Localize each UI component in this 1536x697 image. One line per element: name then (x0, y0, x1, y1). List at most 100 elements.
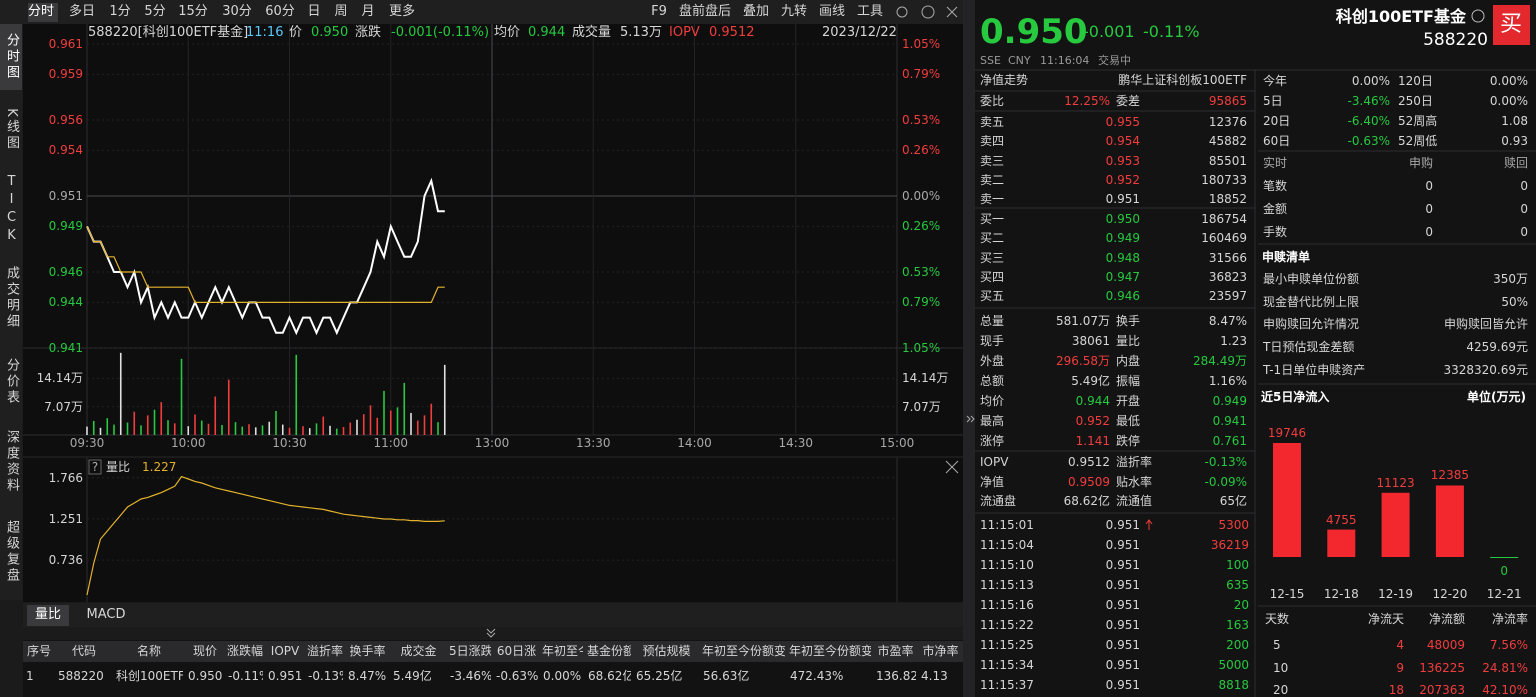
table-cell: 5.49亿 (393, 669, 432, 683)
perf-value: 0.00% (1489, 74, 1528, 88)
price-line (86, 177, 445, 336)
volume-bar (349, 422, 352, 435)
close-ratio-icon[interactable] (945, 460, 959, 474)
table-header[interactable]: 涨跌幅 (227, 644, 263, 658)
trade-volume: 100 (1226, 558, 1249, 572)
book-price: 0.946 (1105, 289, 1140, 304)
table-header[interactable]: 年初至今份额变 (702, 644, 785, 658)
sidebar-tab[interactable]: 超级复盘 (4, 520, 19, 584)
stat-value: 5.49亿 (1071, 374, 1110, 388)
volume-bar (187, 426, 190, 435)
volume-bar (423, 415, 426, 435)
volume-bar (430, 403, 433, 435)
settings-icon[interactable] (896, 6, 908, 18)
book-volume: 18852 (1208, 192, 1247, 207)
toolbar-tool[interactable]: 叠加 (742, 4, 770, 19)
close-icon[interactable] (946, 6, 958, 18)
table-header[interactable]: 年初至今份额变 (789, 644, 871, 658)
toolbar-tab[interactable]: 30分 (222, 4, 252, 19)
toolbar-tab[interactable]: 15分 (178, 4, 208, 19)
circle-icon[interactable] (921, 5, 935, 19)
flow-cell: 7.56% (1489, 638, 1528, 652)
toolbar-tab[interactable]: 月 (361, 4, 375, 19)
table-header[interactable]: 5日涨跌 (449, 644, 491, 658)
ratio-label: 量比 (106, 460, 131, 474)
buy-button[interactable]: 买 (1499, 12, 1523, 37)
toolbar-tool[interactable]: F9 (651, 4, 667, 19)
realtime-value: 0 (1425, 225, 1433, 239)
table-header[interactable]: 现价 (192, 644, 217, 658)
avg-line (86, 226, 445, 303)
info-icon[interactable] (1471, 9, 1485, 23)
perf-label: 250日 (1398, 94, 1433, 108)
trade-price: 0.951 (1105, 518, 1140, 532)
stat-label: 总量 (980, 314, 1005, 328)
expand-icon[interactable] (486, 628, 496, 638)
sidebar-tab[interactable]: K线图 (4, 108, 19, 152)
inflow-value-label: 11123 (1376, 475, 1415, 490)
book-label: 买二 (980, 231, 1005, 246)
volume-bar (146, 415, 149, 435)
table-header[interactable]: 代码 (71, 644, 96, 658)
table-header[interactable]: 溢折率 (307, 644, 343, 658)
table-header[interactable]: 市盈率 (877, 644, 914, 658)
flow-cell: 48009 (1426, 638, 1465, 652)
table-header[interactable]: 预估规模 (642, 644, 691, 658)
toolbar-tab[interactable]: 分时 (27, 4, 55, 19)
sidebar-tab[interactable]: 深度资料 (4, 430, 19, 494)
trade-volume: 8818 (1218, 678, 1249, 692)
table-header[interactable]: 名称 (136, 644, 161, 658)
nav-stat-value: -0.13% (1204, 455, 1247, 469)
nav-stat-label: 净值 (980, 474, 1005, 489)
table-cell: 4.13 (921, 669, 948, 683)
table-header[interactable]: 成交金 (400, 644, 437, 658)
realtime-header: 实时 (1263, 156, 1288, 170)
toolbar-tab[interactable]: 周 (334, 4, 348, 19)
table-header[interactable]: IOPV (270, 644, 300, 658)
volume-bar (180, 358, 183, 435)
book-volume: 36823 (1208, 269, 1247, 284)
info-price: 0.950 (311, 25, 349, 40)
toolbar-tab[interactable]: 多日 (68, 4, 96, 19)
bottom-tab[interactable]: MACD (86, 607, 126, 622)
toolbar-tab[interactable]: 5分 (144, 4, 166, 19)
sidebar-tab[interactable]: 成交明细 (4, 266, 19, 330)
table-header[interactable]: 基金份额 (587, 644, 631, 658)
creation-label: T日预估现金差额 (1263, 340, 1355, 355)
toolbar-tool[interactable]: 盘前盘后 (678, 4, 732, 19)
sidebar-tab[interactable]: TICK (4, 174, 19, 246)
stat-label: 开盘 (1116, 394, 1141, 408)
table-header[interactable]: 年初至今 (542, 644, 583, 658)
y2-tick-label: 1.05% (902, 341, 941, 355)
collapse-icon[interactable] (966, 415, 975, 423)
table-header[interactable]: 60日涨 (496, 644, 537, 658)
stat-value: 296.58万 (1056, 354, 1110, 368)
trade-volume: 163 (1226, 618, 1249, 632)
ratio-help[interactable]: ? (91, 460, 99, 474)
nav-stat-value: 65亿 (1219, 494, 1247, 508)
toolbar-tab[interactable]: 60分 (265, 4, 295, 19)
volume-bar (99, 427, 102, 435)
info-vol: 5.13万 (620, 25, 662, 40)
inflow-category: 12-19 (1378, 587, 1414, 601)
toolbar-tab[interactable]: 更多 (388, 4, 416, 19)
sidebar-tab[interactable]: 分价表 (4, 358, 19, 406)
stat-label: 内盘 (1116, 354, 1141, 368)
book-price: 0.951 (1105, 192, 1140, 207)
table-header[interactable]: 市净率 (922, 644, 959, 658)
toolbar-tool[interactable]: 九转 (780, 4, 808, 19)
toolbar-tab[interactable]: 日 (307, 4, 321, 19)
toolbar-tool[interactable]: 画线 (818, 4, 846, 19)
sidebar-tab[interactable]: 分时图 (4, 33, 19, 81)
toolbar-tool[interactable]: 工具 (856, 4, 884, 19)
nav-stat-value: 0.9509 (1068, 474, 1110, 489)
toolbar-tab[interactable]: 1分 (109, 4, 131, 19)
trade-time: 11:15:37 (980, 678, 1034, 692)
table-header[interactable]: 换手率 (349, 644, 386, 658)
stat-value: 0.761 (1212, 434, 1247, 448)
bottom-tab[interactable]: 量比 (34, 607, 62, 622)
volume-bar (302, 426, 304, 435)
table-header[interactable]: 序号 (26, 644, 51, 658)
buy-button-bg[interactable] (1493, 5, 1530, 45)
